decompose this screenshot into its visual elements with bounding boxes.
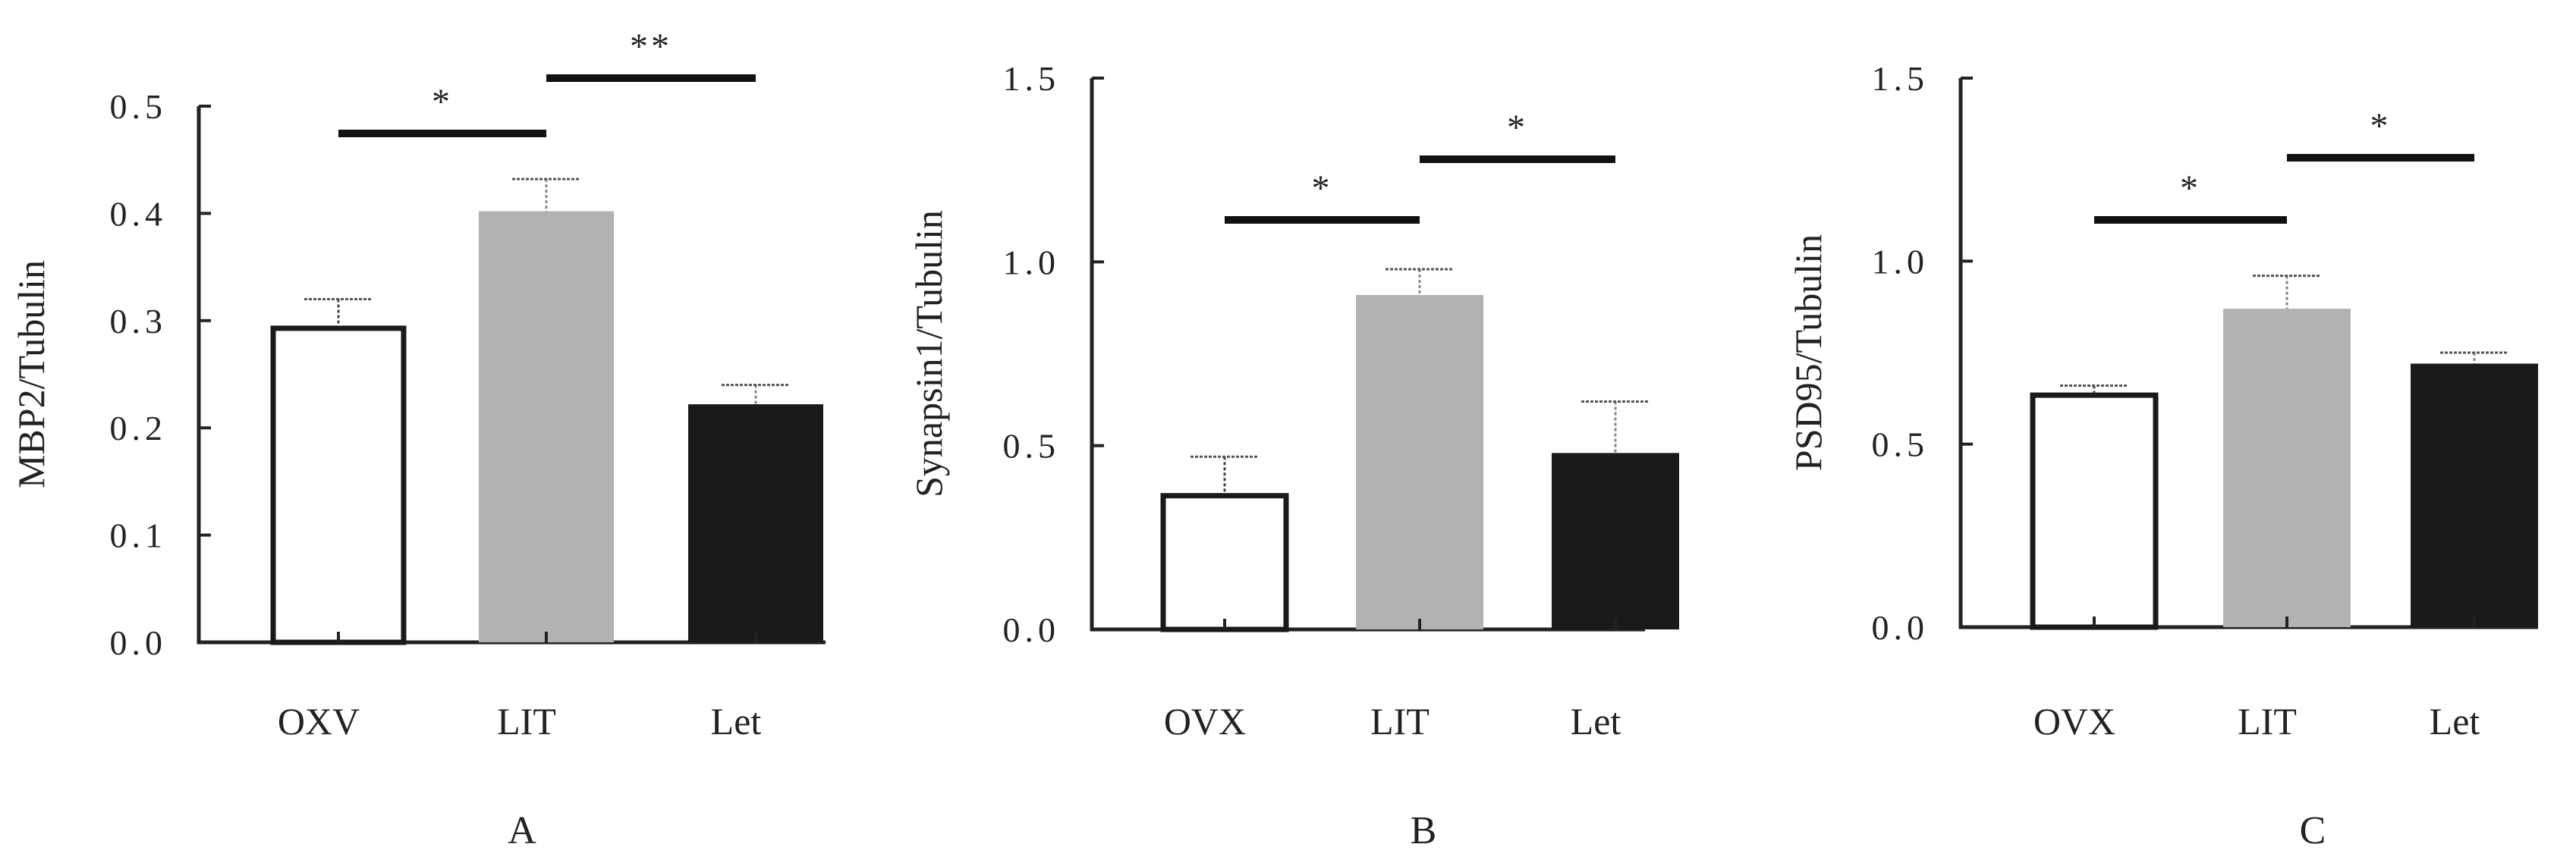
- significance-label: *: [2180, 168, 2201, 209]
- bar-let: [688, 404, 823, 642]
- significance-label: *: [432, 82, 453, 122]
- x-tick-label: LIT: [1370, 700, 1430, 742]
- bar-lit: [479, 211, 614, 642]
- x-tick-label: OXV: [278, 700, 360, 742]
- y-tick-label: 0.5: [1872, 425, 1930, 464]
- y-tick-label: 0.0: [1003, 610, 1061, 649]
- y-tick-label: 0.1: [110, 516, 168, 555]
- significance-label: *: [1312, 168, 1333, 209]
- significance-label: **: [630, 27, 672, 67]
- bar-let: [2411, 363, 2538, 627]
- bar-ovx: [2030, 392, 2159, 630]
- y-axis-title: MBP2/Tubulin: [10, 260, 52, 488]
- chart-panel-C: 0.0 0.5 1.0 1.5 PSD95/Tubulin OVX LIT Let * * C: [1787, 59, 2538, 852]
- x-tick-label: OVX: [1164, 700, 1246, 742]
- y-axis-title: Synapsin1/Tubulin: [907, 210, 950, 497]
- x-tick-label: Let: [2430, 700, 2480, 742]
- bar-let: [1552, 453, 1679, 629]
- y-tick-label: 0.5: [1003, 427, 1061, 466]
- y-tick-label: 1.5: [1872, 59, 1930, 98]
- panel-label: B: [1411, 809, 1437, 852]
- x-tick-label: LIT: [2238, 700, 2297, 742]
- y-tick-label: 0.5: [110, 87, 168, 126]
- x-tick-label: OVX: [2033, 700, 2115, 742]
- y-tick-label: 1.0: [1003, 243, 1061, 281]
- bar-lit: [2223, 309, 2351, 627]
- y-axis-title: PSD95/Tubulin: [1787, 234, 1829, 471]
- significance-label: *: [2370, 106, 2392, 146]
- x-tick-label: Let: [711, 700, 762, 742]
- chart-panel-A: 0.0 0.1 0.2 0.3 0.4 0.5 MBP2/Tubulin OXV LIT Let *…: [10, 27, 826, 852]
- panel-label: C: [2300, 809, 2326, 852]
- y-tick-label: 1.5: [1003, 59, 1061, 98]
- x-tick-label: Let: [1571, 700, 1621, 742]
- x-tick-label: LIT: [497, 700, 556, 742]
- bar-oxv: [270, 325, 407, 645]
- y-tick-label: 0.0: [110, 623, 168, 662]
- bar-lit: [1356, 294, 1483, 629]
- y-tick-label: 0.3: [110, 302, 168, 340]
- chart-panel-B: 0.0 0.5 1.0 1.5 Synapsin1/Tubulin OVX LIT Let * *…: [907, 59, 1679, 852]
- panel-label: A: [508, 809, 536, 852]
- significance-label: *: [1507, 108, 1528, 148]
- y-tick-label: 0.4: [110, 194, 168, 233]
- y-tick-label: 0.0: [1872, 608, 1930, 647]
- bar-ovx: [1160, 493, 1289, 632]
- y-tick-label: 1.0: [1872, 242, 1930, 281]
- y-tick-label: 0.2: [110, 409, 168, 447]
